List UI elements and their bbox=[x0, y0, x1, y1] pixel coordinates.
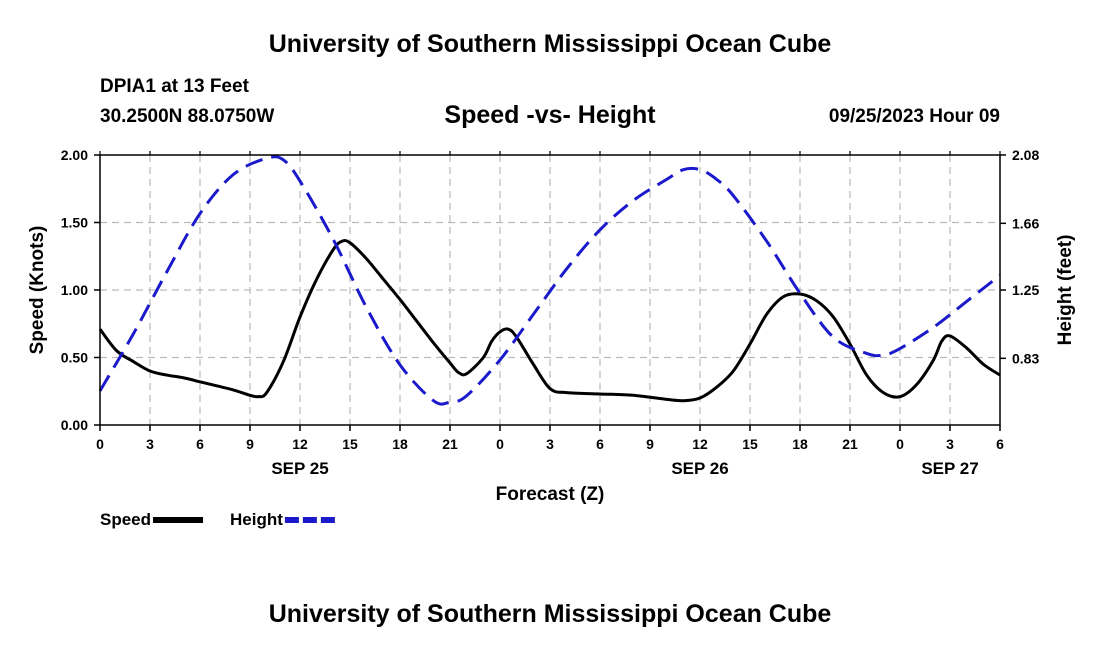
legend-label: Height bbox=[230, 510, 283, 529]
x-tick-label: 12 bbox=[292, 436, 308, 452]
x-tick-label: 3 bbox=[946, 436, 954, 452]
x-tick-label: 6 bbox=[596, 436, 604, 452]
x-tick-label: 9 bbox=[646, 436, 654, 452]
series-layer bbox=[98, 155, 1001, 406]
footer-title: University of Southern Mississippi Ocean… bbox=[268, 600, 832, 628]
y-tick-label: 2.00 bbox=[61, 147, 88, 163]
y-tick-label: 1.00 bbox=[61, 282, 88, 298]
speed-series-line bbox=[98, 239, 1001, 403]
y-axis-title-right: Height (feet) bbox=[1055, 235, 1076, 346]
page-title: University of Southern Mississippi Ocean… bbox=[268, 30, 832, 58]
legend-label: Speed bbox=[100, 510, 151, 529]
x-tick-label: 9 bbox=[246, 436, 254, 452]
station-label: DPIA1 at 13 Feet bbox=[100, 76, 249, 97]
y2-tick-label: 0.83 bbox=[1012, 350, 1039, 366]
x-tick-label: 21 bbox=[842, 436, 858, 452]
x-tick-label: 6 bbox=[196, 436, 204, 452]
date-label: SEP 27 bbox=[921, 459, 978, 478]
x-tick-label: 15 bbox=[742, 436, 758, 452]
height-series-line bbox=[98, 155, 1001, 406]
y2-tick-label: 1.66 bbox=[1012, 215, 1039, 231]
x-tick-label: 18 bbox=[792, 436, 808, 452]
ticks-layer: 0 3 6 9 12 15 18 21 0 3 6 9 12 15 18 21 0 3 6 SEP 25 SEP 26 S… bbox=[61, 147, 1040, 478]
x-tick-label: 18 bbox=[392, 436, 408, 452]
coordinates-label: 30.2500N 88.0750W bbox=[100, 106, 275, 127]
x-tick-label: 3 bbox=[146, 436, 154, 452]
x-tick-label: 6 bbox=[996, 436, 1004, 452]
forecast-datetime: 09/25/2023 Hour 09 bbox=[828, 106, 1000, 127]
date-label: SEP 26 bbox=[671, 459, 728, 478]
chart-subtitle: Speed -vs- Height bbox=[444, 101, 656, 129]
y2-tick-label: 1.25 bbox=[1012, 282, 1039, 298]
x-tick-label: 3 bbox=[546, 436, 554, 452]
x-tick-label: 15 bbox=[342, 436, 358, 452]
y-tick-label: 0.00 bbox=[61, 417, 88, 433]
y-tick-label: 1.50 bbox=[61, 215, 88, 231]
date-label: SEP 25 bbox=[271, 459, 328, 478]
y2-tick-label: 2.08 bbox=[1012, 147, 1039, 163]
x-tick-label: 12 bbox=[692, 436, 708, 452]
x-tick-label: 21 bbox=[442, 436, 458, 452]
x-tick-label: 0 bbox=[96, 436, 104, 452]
x-tick-label: 0 bbox=[896, 436, 904, 452]
y-axis-title-left: Speed (Knots) bbox=[27, 226, 48, 355]
legend: Speed Height bbox=[100, 510, 335, 529]
x-axis-title: Forecast (Z) bbox=[496, 484, 605, 505]
y-tick-label: 0.50 bbox=[61, 350, 88, 366]
x-tick-label: 0 bbox=[496, 436, 504, 452]
